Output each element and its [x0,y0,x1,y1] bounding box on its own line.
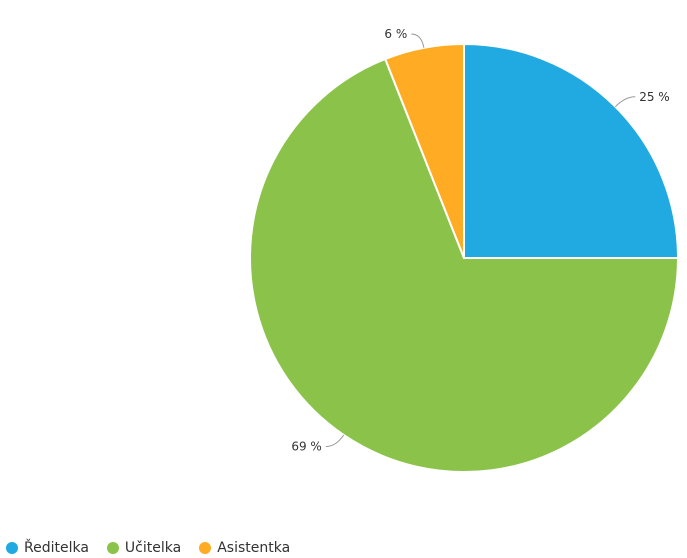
legend-label: Ředitelka [24,540,89,556]
leader-lines [325,33,636,448]
leader-line [614,96,636,108]
legend-label: Učitelka [124,540,182,556]
data-labels: 25 % 69 % 6 % [291,27,669,454]
legend-marker [199,542,212,554]
pie-slice-učitelka[interactable] [249,57,680,473]
data-label-učitelka: 69 % [291,440,322,454]
legend-item-ucitelka[interactable]: Učitelka [106,540,182,556]
leader-line [411,33,425,48]
pie-chart: 25 % 69 % 6 % [249,27,680,473]
pie-slice-ředitelka[interactable] [463,42,680,259]
legend-item-reditelka[interactable]: Ředitelka [6,540,89,556]
pie-slice-asistentka[interactable] [383,42,465,259]
legend-label: Asistentka [217,540,291,556]
data-label-ředitelka: 25 % [639,90,670,104]
legend-marker [106,542,119,554]
data-label-asistentka: 6 % [384,27,407,41]
legend-item-asistentka[interactable]: Asistentka [199,540,290,556]
legend-marker [6,542,18,554]
leader-line [325,434,345,448]
legend: Ředitelka Učitelka Asistentka [6,540,290,556]
pie-slices [249,42,680,473]
